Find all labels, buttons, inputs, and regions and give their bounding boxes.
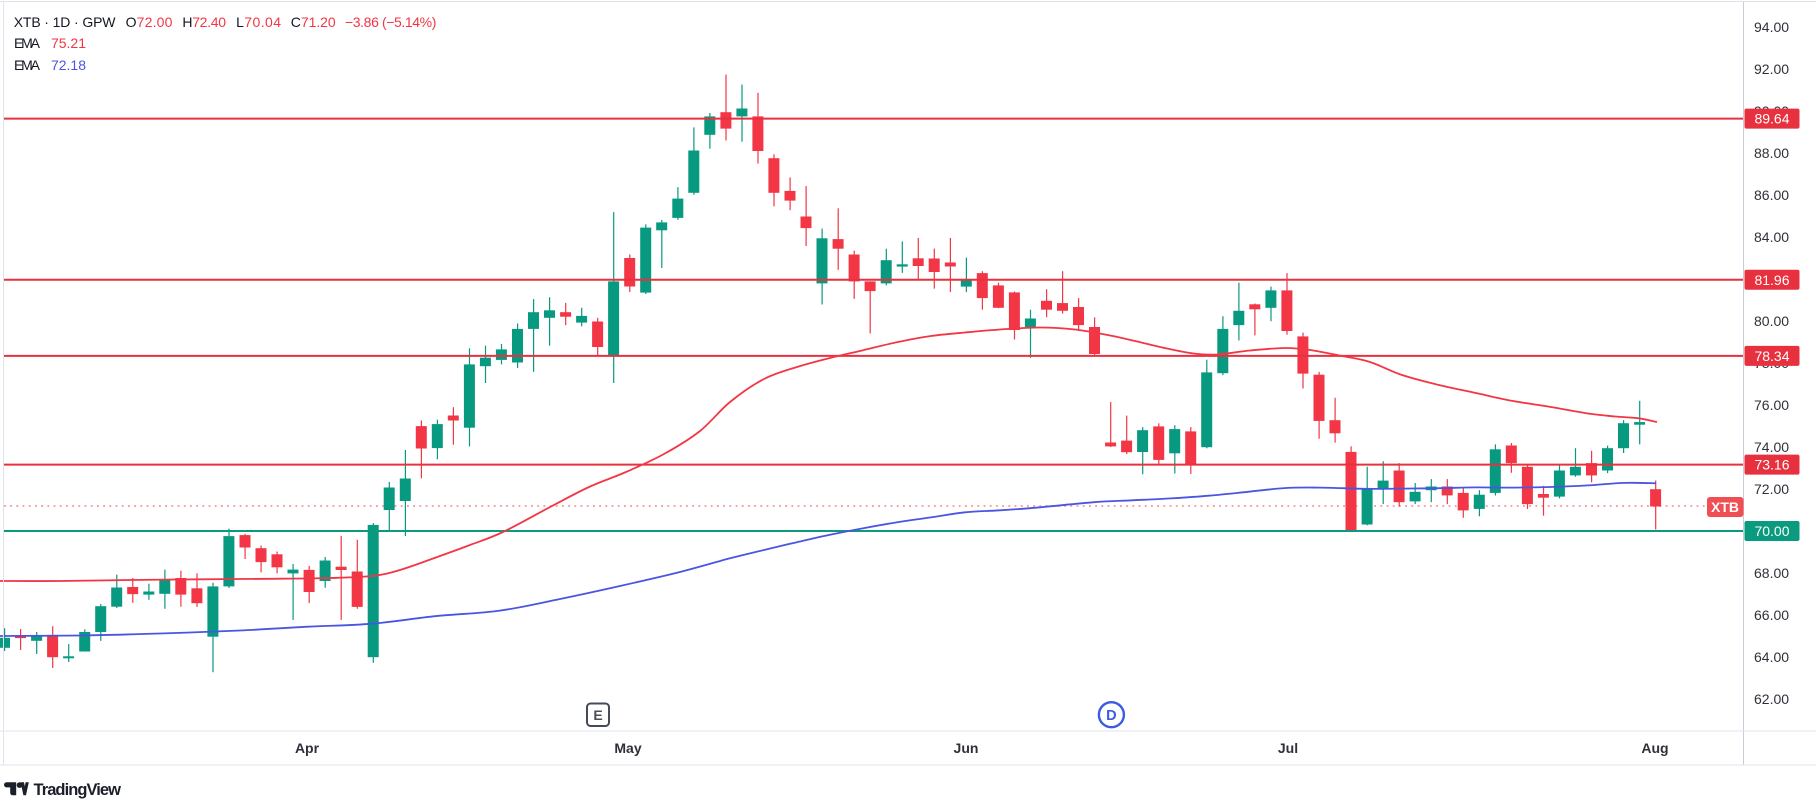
svg-text:62.00: 62.00 xyxy=(1754,691,1789,707)
svg-text:TradingView: TradingView xyxy=(34,781,122,799)
svg-text:EMA: EMA xyxy=(14,35,41,51)
svg-text:92.00: 92.00 xyxy=(1754,61,1789,77)
svg-text:Jul: Jul xyxy=(1278,740,1298,756)
svg-text:84.00: 84.00 xyxy=(1754,229,1789,245)
svg-text:May: May xyxy=(614,740,641,756)
svg-text:78.34: 78.34 xyxy=(1754,348,1789,364)
svg-text:73.16: 73.16 xyxy=(1754,457,1789,473)
svg-text:Aug: Aug xyxy=(1641,740,1668,756)
svg-text:76.00: 76.00 xyxy=(1754,397,1789,413)
svg-text:89.64: 89.64 xyxy=(1754,111,1789,127)
svg-text:Apr: Apr xyxy=(295,740,320,756)
svg-text:64.00: 64.00 xyxy=(1754,649,1789,665)
svg-text:EMA: EMA xyxy=(14,57,41,73)
svg-text:88.00: 88.00 xyxy=(1754,145,1789,161)
svg-text:68.00: 68.00 xyxy=(1754,565,1789,581)
svg-text:86.00: 86.00 xyxy=(1754,187,1789,203)
svg-text:75.21: 75.21 xyxy=(51,35,86,51)
svg-text:80.00: 80.00 xyxy=(1754,313,1789,329)
svg-text:Jun: Jun xyxy=(954,740,979,756)
svg-text:H72.40: H72.40 xyxy=(182,14,226,30)
svg-text:81.96: 81.96 xyxy=(1754,272,1789,288)
svg-text:E: E xyxy=(593,707,602,723)
svg-text:L70.04: L70.04 xyxy=(236,14,281,30)
svg-text:XTB · 1D · GPW: XTB · 1D · GPW xyxy=(14,14,117,30)
svg-text:D: D xyxy=(1106,708,1116,724)
svg-text:70.00: 70.00 xyxy=(1754,523,1789,539)
svg-text:C71.20: C71.20 xyxy=(291,14,336,30)
svg-text:O72.00: O72.00 xyxy=(126,14,173,30)
svg-text:XTB: XTB xyxy=(1711,499,1739,515)
svg-text:66.00: 66.00 xyxy=(1754,607,1789,623)
svg-text:−3.86 (−5.14%): −3.86 (−5.14%) xyxy=(345,14,436,30)
svg-text:94.00: 94.00 xyxy=(1754,19,1789,35)
svg-text:72.18: 72.18 xyxy=(51,57,86,73)
svg-text:72.00: 72.00 xyxy=(1754,481,1789,497)
svg-text:74.00: 74.00 xyxy=(1754,439,1789,455)
